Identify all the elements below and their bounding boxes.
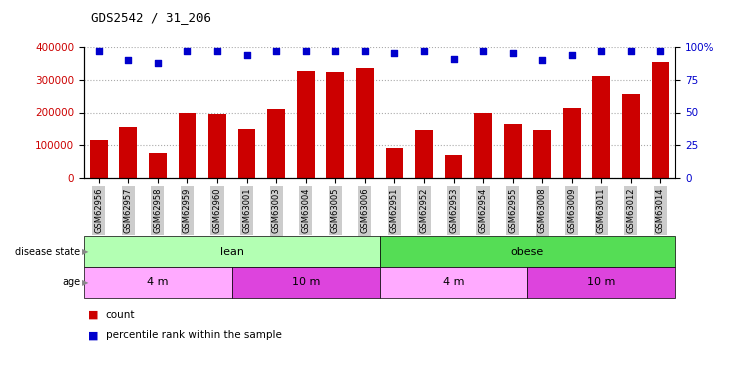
Point	[655, 48, 666, 54]
Text: 10 m: 10 m	[587, 278, 615, 287]
Text: percentile rank within the sample: percentile rank within the sample	[106, 330, 282, 340]
Point	[123, 57, 134, 63]
Bar	[149, 153, 166, 178]
Text: 4 m: 4 m	[147, 278, 169, 287]
Point	[537, 57, 548, 63]
Bar	[326, 72, 344, 178]
Point	[241, 52, 253, 58]
Text: 10 m: 10 m	[291, 278, 320, 287]
Text: GDS2542 / 31_206: GDS2542 / 31_206	[91, 11, 211, 24]
Point	[270, 48, 282, 54]
Bar	[385, 148, 403, 178]
Bar	[593, 76, 610, 178]
Point	[447, 56, 459, 62]
Bar	[238, 129, 256, 178]
Point	[300, 48, 312, 54]
Point	[507, 51, 518, 57]
Text: ■: ■	[88, 310, 98, 320]
Bar	[120, 127, 137, 178]
Bar	[90, 140, 107, 178]
Bar	[652, 62, 669, 178]
Point	[566, 52, 577, 58]
Bar	[504, 124, 521, 178]
Bar	[356, 68, 374, 178]
Bar	[474, 112, 492, 178]
Bar	[445, 155, 462, 178]
Bar	[415, 130, 433, 178]
Point	[596, 48, 607, 54]
Text: 4 m: 4 m	[443, 278, 464, 287]
Point	[418, 48, 430, 54]
Bar	[208, 114, 226, 178]
Text: obese: obese	[511, 247, 544, 256]
Text: lean: lean	[220, 247, 244, 256]
Bar	[267, 109, 285, 178]
Point	[182, 48, 193, 54]
Text: ▶: ▶	[82, 247, 88, 256]
Point	[388, 51, 400, 57]
Text: disease state: disease state	[15, 247, 80, 256]
Point	[625, 48, 637, 54]
Text: ▶: ▶	[82, 278, 88, 287]
Point	[93, 48, 104, 54]
Bar	[297, 70, 315, 178]
Text: age: age	[62, 278, 80, 287]
Point	[477, 48, 489, 54]
Point	[152, 60, 164, 66]
Text: count: count	[106, 310, 135, 320]
Point	[211, 48, 223, 54]
Bar	[179, 112, 196, 178]
Point	[359, 48, 371, 54]
Bar	[534, 130, 551, 178]
Bar	[563, 108, 580, 178]
Point	[329, 48, 341, 54]
Text: ■: ■	[88, 330, 98, 340]
Bar	[622, 94, 639, 178]
